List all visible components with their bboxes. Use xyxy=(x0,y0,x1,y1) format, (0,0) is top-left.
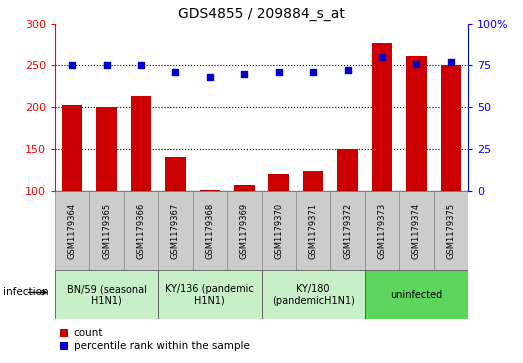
Text: GSM1179374: GSM1179374 xyxy=(412,203,421,258)
FancyBboxPatch shape xyxy=(55,191,89,270)
Text: BN/59 (seasonal
H1N1): BN/59 (seasonal H1N1) xyxy=(66,284,146,306)
Point xyxy=(68,62,76,68)
Bar xyxy=(372,43,392,191)
Text: GSM1179364: GSM1179364 xyxy=(67,203,77,258)
Bar xyxy=(406,56,427,191)
Point xyxy=(171,69,179,75)
FancyBboxPatch shape xyxy=(296,191,331,270)
Bar xyxy=(96,107,117,191)
Text: GSM1179367: GSM1179367 xyxy=(171,203,180,258)
Point xyxy=(447,59,455,65)
Title: GDS4855 / 209884_s_at: GDS4855 / 209884_s_at xyxy=(178,7,345,21)
Point xyxy=(137,62,145,68)
FancyBboxPatch shape xyxy=(262,270,365,319)
Text: GSM1179372: GSM1179372 xyxy=(343,203,352,258)
Bar xyxy=(199,190,220,191)
Bar xyxy=(440,65,461,191)
Text: GSM1179375: GSM1179375 xyxy=(446,203,456,258)
FancyBboxPatch shape xyxy=(434,191,468,270)
Point xyxy=(275,69,283,75)
Bar xyxy=(234,185,255,191)
FancyBboxPatch shape xyxy=(365,270,468,319)
Text: GSM1179371: GSM1179371 xyxy=(309,203,317,258)
FancyBboxPatch shape xyxy=(262,191,296,270)
Point xyxy=(309,69,317,75)
Bar xyxy=(268,174,289,191)
FancyBboxPatch shape xyxy=(55,270,158,319)
Bar xyxy=(165,157,186,191)
Text: GSM1179368: GSM1179368 xyxy=(206,203,214,258)
Point xyxy=(240,71,248,77)
FancyBboxPatch shape xyxy=(158,270,262,319)
Point xyxy=(378,54,386,60)
Text: GSM1179369: GSM1179369 xyxy=(240,203,249,258)
Legend: count, percentile rank within the sample: count, percentile rank within the sample xyxy=(60,328,249,351)
FancyBboxPatch shape xyxy=(227,191,262,270)
FancyBboxPatch shape xyxy=(89,191,124,270)
Point xyxy=(412,61,420,66)
Bar xyxy=(337,149,358,191)
Bar xyxy=(303,171,323,191)
Text: KY/136 (pandemic
H1N1): KY/136 (pandemic H1N1) xyxy=(165,284,254,306)
FancyBboxPatch shape xyxy=(124,191,158,270)
Bar xyxy=(131,96,151,191)
FancyBboxPatch shape xyxy=(158,191,192,270)
Text: KY/180
(pandemicH1N1): KY/180 (pandemicH1N1) xyxy=(272,284,355,306)
Text: uninfected: uninfected xyxy=(390,290,442,300)
Point xyxy=(344,68,352,73)
Text: GSM1179370: GSM1179370 xyxy=(274,203,283,258)
FancyBboxPatch shape xyxy=(331,191,365,270)
Bar xyxy=(62,105,83,191)
Text: GSM1179366: GSM1179366 xyxy=(137,203,145,258)
Point xyxy=(103,62,111,68)
FancyBboxPatch shape xyxy=(192,191,227,270)
FancyBboxPatch shape xyxy=(399,191,434,270)
Text: GSM1179365: GSM1179365 xyxy=(102,203,111,258)
FancyBboxPatch shape xyxy=(365,191,399,270)
Point xyxy=(206,74,214,80)
Text: GSM1179373: GSM1179373 xyxy=(378,203,386,258)
Text: infection: infection xyxy=(3,287,48,298)
